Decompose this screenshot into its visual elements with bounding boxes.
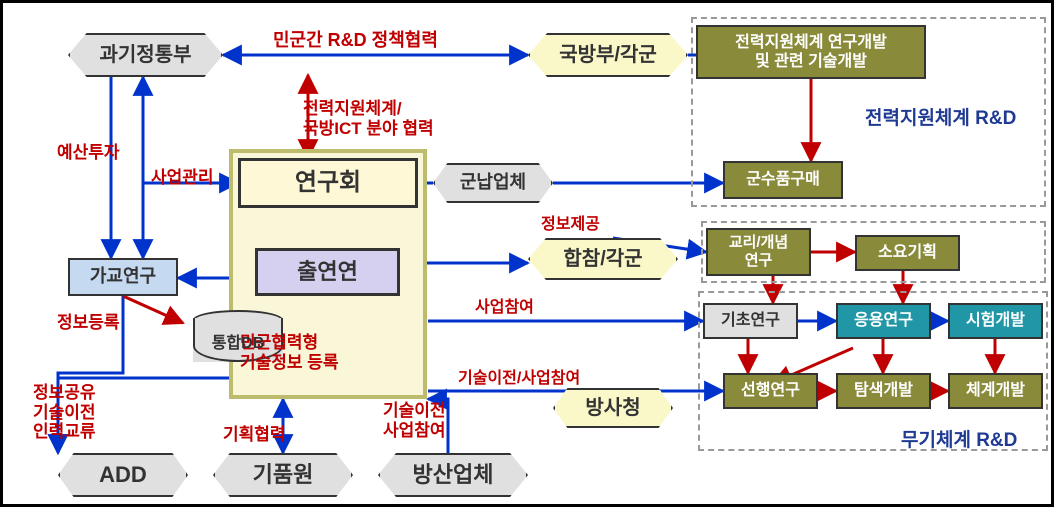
node-msit: 과기정통부 <box>68 33 223 77</box>
node-applied: 응용연구 <box>836 303 931 339</box>
node-purchase: 군수품구매 <box>723 161 843 199</box>
node-dapa: 방사청 <box>553 388 673 428</box>
node-label: 군수품구매 <box>740 170 826 189</box>
node-label: 시험개발 <box>960 311 1031 330</box>
node-label: 소요기획 <box>872 243 943 262</box>
red-edges-3 <box>123 296 183 323</box>
node-sysdev: 체계개발 <box>948 373 1043 409</box>
edge-label-info_share: 정보공유 기술이전 인력교류 <box>33 383 96 442</box>
node-label: 연구회 <box>289 169 367 198</box>
node-label: 기초연구 <box>715 311 786 330</box>
edge-label-info_reg: 정보등록 <box>57 313 120 333</box>
node-defind: 방산업체 <box>378 453 528 497</box>
node-testdev: 시험개발 <box>948 303 1043 339</box>
diagram-canvas: 과기정통부 국방부/각군 전력지원체계 연구개발 및 관련 기술개발연구회 군납업체 군… <box>0 0 1054 507</box>
node-label: 체계개발 <box>960 381 1031 400</box>
node-bridge: 가교연구 <box>68 258 178 296</box>
node-council: 연구회 <box>238 158 418 208</box>
node-preres: 선행연구 <box>723 373 818 409</box>
node-doctrine: 교리/개념 연구 <box>706 228 811 276</box>
edge-label-tech_trans: 기술이전 사업참여 <box>383 401 446 440</box>
node-label: 기품원 <box>247 462 320 488</box>
node-gri: 출연연 <box>255 248 400 296</box>
node-basic: 기초연구 <box>703 303 798 339</box>
node-label: 방사청 <box>579 396 646 420</box>
edge-label-rnd_policy: 민군간 R&D 정책협력 <box>273 30 438 51</box>
node-mnd: 국방부/각군 <box>528 33 688 77</box>
node-label: ADD <box>93 462 153 488</box>
section-label-weapon: 무기체계 R&D <box>901 425 1017 452</box>
node-label: 출연연 <box>291 259 364 285</box>
edge-label-info_prov: 정보제공 <box>541 216 600 234</box>
edge-label-budget: 예산투자 <box>57 143 120 163</box>
edge-label-tech_biz: 기술이전/사업참여 <box>458 370 580 388</box>
node-label: 전력지원체계 연구개발 및 관련 기술개발 <box>729 33 893 71</box>
node-jcs: 합참/각군 <box>528 238 678 280</box>
node-kipo: 기품원 <box>213 453 353 497</box>
node-label: 탐색개발 <box>848 381 919 400</box>
node-label: 선행연구 <box>735 381 806 400</box>
node-label: 통합DB <box>212 334 265 353</box>
node-explore: 탐색개발 <box>836 373 931 409</box>
node-label: 과기정통부 <box>94 43 198 67</box>
node-label: 가교연구 <box>84 266 162 288</box>
node-vendor: 군납업체 <box>433 163 553 203</box>
node-add: ADD <box>58 453 188 497</box>
node-label: 방산업체 <box>407 462 500 488</box>
section-label-support: 전력지원체계 R&D <box>865 103 1016 130</box>
node-label: 군납업체 <box>454 172 532 194</box>
node-label: 국방부/각군 <box>553 43 663 67</box>
node-req_plan: 소요기획 <box>855 235 960 271</box>
edge-label-biz_part: 사업참여 <box>475 299 534 317</box>
edge-label-plan_coop: 기획협력 <box>223 425 286 445</box>
node-label: 합참/각군 <box>557 247 648 271</box>
node-label: 교리/개념 연구 <box>723 234 794 270</box>
node-label: 응용연구 <box>848 311 919 330</box>
node-support_rnd: 전력지원체계 연구개발 및 관련 기술개발 <box>696 25 926 79</box>
edge-label-biz_mgmt: 사업관리 <box>151 168 214 188</box>
edge-label-ict_coop: 전력지원체계/ 국방ICT 분야 협력 <box>303 99 434 138</box>
